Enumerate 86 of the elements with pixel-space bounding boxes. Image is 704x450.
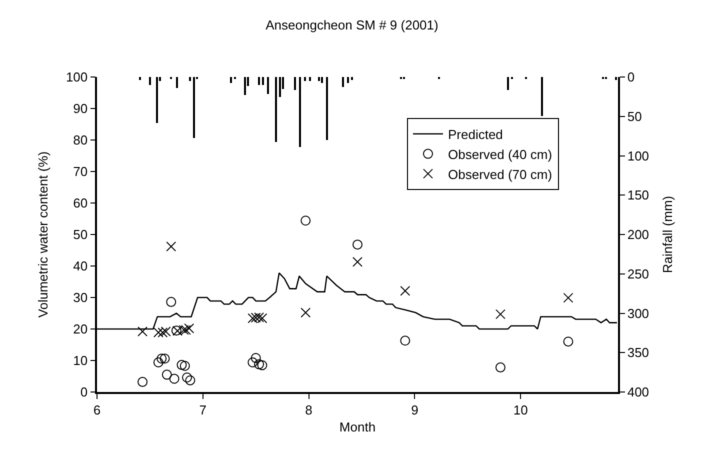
point: [166, 241, 176, 252]
bar: [279, 77, 281, 97]
x-tick-label: 10: [513, 402, 528, 418]
legend-label: Predicted: [448, 126, 503, 142]
y-tick-label: 40: [73, 258, 88, 274]
bar: [193, 77, 195, 138]
point: [176, 360, 187, 370]
bar: [299, 77, 301, 147]
point: [400, 336, 410, 346]
point: [182, 372, 192, 383]
y2-tick-label: 250: [627, 266, 650, 282]
y2-tick-label: 300: [627, 306, 650, 321]
point: [563, 292, 574, 303]
x-tick-label: 6: [93, 402, 101, 418]
point: [495, 362, 506, 372]
point: [162, 370, 172, 380]
point: [254, 359, 264, 370]
bar: [326, 77, 328, 140]
bar: [149, 77, 151, 85]
point: [153, 357, 164, 368]
y-tick-label: 50: [73, 227, 88, 242]
point: [250, 352, 261, 363]
point: [563, 336, 574, 347]
y-tick-label: 10: [73, 353, 88, 368]
bar: [275, 77, 277, 142]
y-tick-label: 0: [80, 384, 88, 400]
bar: [351, 77, 353, 80]
point: [400, 286, 410, 296]
bar: [294, 77, 296, 90]
y-tick-label: 70: [73, 164, 88, 180]
y2-tick-label: 100: [627, 148, 650, 164]
bar: [139, 77, 141, 80]
point: [300, 308, 311, 318]
y2-axis-title: Rainfall (mm): [660, 196, 676, 274]
point: [166, 296, 176, 307]
y2-tick-label: 200: [627, 227, 650, 242]
point: [138, 376, 148, 387]
y2-tick-label: 50: [627, 108, 642, 124]
bar: [541, 77, 543, 116]
bar: [304, 77, 306, 81]
y2-tick-label: 400: [627, 384, 650, 400]
bar: [321, 77, 323, 83]
y-axis-title: Volumetric water content (%): [35, 151, 50, 318]
legend-label: Observed (70 cm): [448, 166, 552, 182]
legend-label: Observed (40 cm): [448, 146, 552, 162]
y-tick-label: 100: [66, 70, 88, 85]
point: [248, 357, 258, 368]
bar: [244, 77, 246, 95]
bar: [189, 77, 191, 81]
bar: [258, 77, 260, 85]
bar: [176, 77, 178, 88]
bar: [156, 77, 158, 123]
point: [180, 360, 190, 371]
y2-tick-label: 350: [627, 345, 650, 360]
y-tick-label: 60: [73, 196, 88, 211]
y2-tick-label: 150: [627, 188, 650, 203]
y2-tick-label: 0: [627, 70, 635, 85]
y-tick-label: 80: [73, 132, 88, 148]
bar: [230, 77, 232, 83]
x-tick-label: 8: [305, 402, 312, 418]
x-tick-label: 7: [199, 402, 207, 418]
point: [156, 354, 167, 364]
point: [352, 256, 362, 267]
point: [138, 326, 148, 337]
bar: [267, 77, 269, 94]
bar: [507, 77, 509, 90]
point: [257, 360, 268, 370]
point: [185, 375, 196, 386]
point: [300, 216, 311, 226]
chart-title: Anseongcheon SM # 9 (2001): [266, 17, 438, 32]
x-tick-label: 9: [411, 402, 418, 418]
point: [184, 323, 194, 334]
y-tick-label: 90: [73, 101, 88, 116]
bar: [318, 77, 320, 81]
point: [158, 327, 168, 338]
bar: [309, 77, 311, 81]
y-tick-label: 20: [73, 322, 88, 337]
point: [495, 309, 506, 320]
y-tick-label: 30: [73, 290, 88, 306]
bar: [342, 77, 344, 87]
point: [169, 374, 180, 384]
point: [160, 354, 170, 364]
point: [352, 240, 362, 250]
bar: [347, 77, 349, 83]
x-axis-title: Month: [339, 419, 376, 434]
bar: [262, 77, 264, 85]
